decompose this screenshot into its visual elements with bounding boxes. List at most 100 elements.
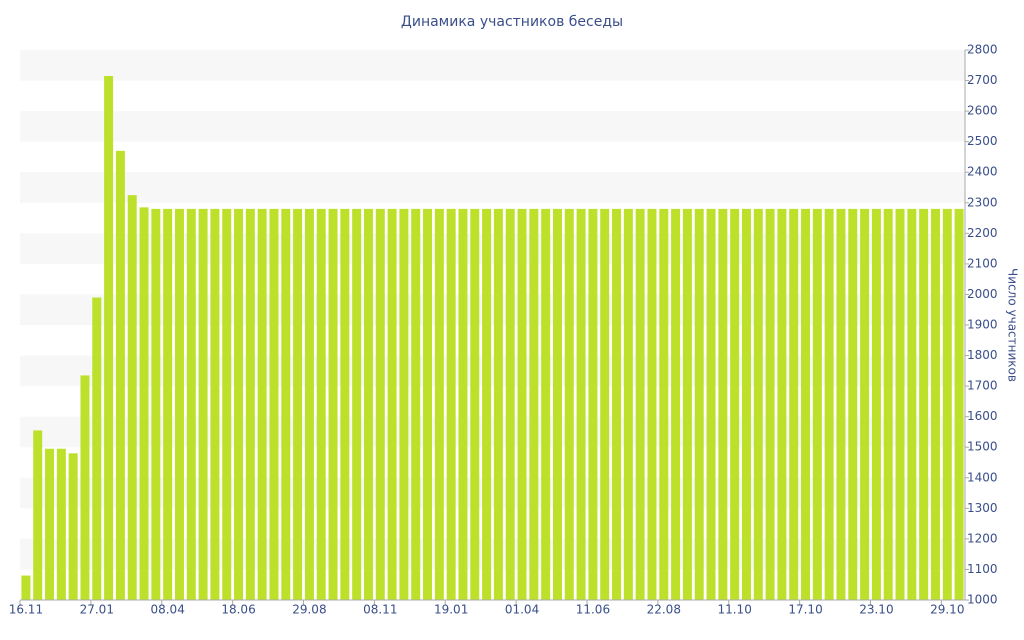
bar [411, 208, 421, 600]
x-tick-label: 08.04 [150, 603, 184, 617]
bar [104, 75, 114, 600]
grid-band [20, 355, 965, 387]
bar [824, 208, 834, 600]
bar [434, 208, 444, 600]
bar [552, 208, 562, 600]
bar [482, 208, 492, 600]
bar [741, 208, 751, 600]
x-tick-label: 16.11 [9, 603, 43, 617]
bar [659, 208, 669, 600]
bar [139, 207, 149, 600]
bar [930, 208, 940, 600]
bar [777, 208, 787, 600]
bar [210, 208, 220, 600]
x-tick-label: 22.08 [647, 603, 681, 617]
bar [21, 575, 31, 600]
bar [198, 208, 208, 600]
bar [576, 208, 586, 600]
bar [281, 208, 291, 600]
y-tick-label: 1700 [967, 379, 998, 393]
bar [68, 453, 78, 600]
bar [257, 208, 267, 600]
bar [907, 208, 917, 600]
bar [423, 208, 433, 600]
grid-band [20, 111, 965, 142]
bar [56, 448, 66, 600]
grid-band [20, 416, 965, 448]
grid-band [20, 50, 965, 81]
y-tick-label: 2200 [967, 226, 998, 240]
bar [919, 208, 929, 600]
bar [600, 208, 610, 600]
bar [671, 208, 681, 600]
grid-band [20, 172, 965, 203]
bar [647, 208, 657, 600]
x-tick-label: 29.10 [930, 603, 964, 617]
bar [245, 208, 255, 600]
y-tick-label: 1200 [967, 531, 998, 545]
grid-band [20, 233, 965, 264]
bar [151, 208, 161, 600]
y-tick-label: 1500 [967, 440, 998, 454]
bar [694, 208, 704, 600]
x-tick-label: 01.04 [505, 603, 539, 617]
y-tick-label: 2300 [967, 195, 998, 209]
bar [174, 208, 184, 600]
y-tick-label: 1300 [967, 501, 998, 515]
bar [115, 150, 125, 601]
bar [942, 208, 952, 600]
bar [163, 208, 173, 600]
bar [363, 208, 373, 600]
bar [612, 208, 622, 600]
y-tick-label: 2400 [967, 165, 998, 179]
y-tick-label: 1600 [967, 409, 998, 423]
bar [541, 208, 551, 600]
bar [765, 208, 775, 600]
x-tick-label: 23.10 [859, 603, 893, 617]
bar [127, 195, 137, 600]
y-tick-label: 1900 [967, 318, 998, 332]
bar [706, 208, 716, 600]
chart-title: Динамика участников беседы [401, 14, 623, 30]
y-tick-label: 1100 [967, 562, 998, 576]
bar [375, 208, 385, 600]
y-axis-title: Число участников [1006, 268, 1020, 382]
bar [682, 208, 692, 600]
bar [92, 297, 102, 600]
bar [45, 448, 55, 600]
bar [836, 208, 846, 600]
bar [399, 208, 409, 600]
x-tick-label: 18.06 [221, 603, 255, 617]
bar [186, 208, 196, 600]
grid-band [20, 294, 965, 325]
bar [635, 208, 645, 600]
bar [316, 208, 326, 600]
bar [623, 208, 633, 600]
x-tick-label: 27.01 [80, 603, 114, 617]
bar [33, 430, 43, 600]
y-tick-label: 2700 [967, 73, 998, 87]
bar [883, 208, 893, 600]
bar [529, 208, 539, 600]
bar [387, 208, 397, 600]
bar [517, 208, 527, 600]
y-tick-label: 2800 [967, 43, 998, 57]
bar [801, 208, 811, 600]
grid-band [20, 477, 965, 509]
y-tick-label: 2600 [967, 104, 998, 118]
x-tick-label: 17.10 [788, 603, 822, 617]
bar [718, 208, 728, 600]
bar [812, 208, 822, 600]
bar [860, 208, 870, 600]
bar [895, 208, 905, 600]
bar [493, 208, 503, 600]
bar [458, 208, 468, 600]
bar [304, 208, 314, 600]
x-tick-label: 29.08 [292, 603, 326, 617]
bar [505, 208, 515, 600]
bar [588, 208, 598, 600]
bar [446, 208, 456, 600]
y-tick-label: 1800 [967, 348, 998, 362]
y-tick-label: 2100 [967, 256, 998, 270]
bar [954, 208, 964, 600]
